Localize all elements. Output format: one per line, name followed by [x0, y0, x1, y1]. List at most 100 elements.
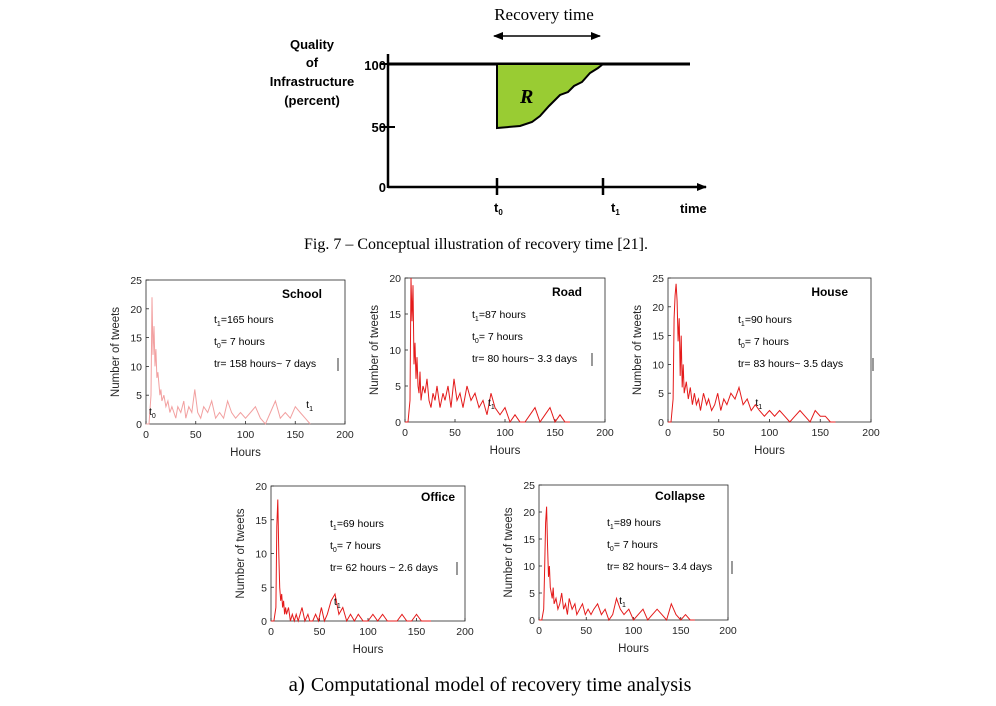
t1-marker: t1 [306, 399, 313, 413]
x-tick-label: 0 [665, 427, 671, 439]
y-tick-label: 25 [130, 275, 142, 287]
y-tick-label: 0 [395, 417, 401, 429]
y-tick-label: 5 [658, 388, 664, 400]
ylabel-line-1: Quality [290, 37, 335, 52]
quality-ylabel: Quality of Infrastructure (percent) [270, 37, 355, 108]
x-tick-label: 150 [286, 429, 304, 441]
tweet-series-line [668, 283, 836, 423]
y-axis-label: Number of tweets [632, 305, 644, 395]
chart-title: School [282, 287, 322, 301]
chart-house: 0 50 100 150 200 0 5 10 15 20 25 Hours Number of twe… [632, 273, 880, 457]
y-tick-label: 10 [652, 359, 664, 371]
y-axis-label: Number of tweets [369, 305, 381, 395]
y-tick-label: 15 [389, 309, 401, 321]
recovery-time-title: Recovery time [494, 5, 594, 24]
x-tick-label: 0 [402, 427, 408, 439]
t1-marker: t1 [334, 596, 341, 610]
x-tick-label: 50 [190, 429, 202, 441]
y-tick-label: 5 [395, 381, 401, 393]
y-axis-label: Number of tweets [235, 508, 247, 598]
y-tick-label: 10 [389, 345, 401, 357]
x-tick-label: 150 [546, 427, 564, 439]
y-tick-label: 5 [529, 588, 535, 600]
annotation-2: t0= 7 hours [330, 540, 381, 554]
y-tick-label: 10 [255, 549, 267, 561]
x-tick-label: 200 [456, 626, 474, 638]
x-tick-label: 50 [580, 625, 592, 637]
y-tick-label: 20 [652, 302, 664, 314]
y-tick-label: 0 [529, 615, 535, 627]
t0-label: t0 [494, 200, 503, 217]
y-tick-label: 25 [523, 480, 535, 492]
x-tick-label: 0 [536, 625, 542, 637]
tweet-series-line [146, 297, 311, 425]
chart-title: Office [421, 490, 455, 504]
annotation-3: tr= 62 hours ~ 2.6 days [330, 562, 438, 574]
annotation-1: t1=165 hours [214, 314, 274, 328]
y-tick-label: 10 [130, 361, 142, 373]
annotation-2: t0= 7 hours [738, 336, 789, 350]
y-tick-label: 20 [389, 273, 401, 285]
x-axis-label: Hours [490, 445, 521, 457]
x-tick-label: 150 [672, 625, 690, 637]
x-axis-label: Hours [618, 643, 649, 655]
t1-marker: t1 [488, 397, 495, 411]
annotation-3: tr= 158 hours~ 7 days [214, 358, 316, 370]
tick-label-50: 50 [372, 120, 386, 135]
chart-road: 0 50 100 150 200 0 5 10 15 20 Hours Number of tweet… [369, 273, 614, 457]
annotation-1: t1=90 hours [738, 314, 792, 328]
y-tick-label: 5 [136, 390, 142, 402]
annotation-1: t1=69 hours [330, 518, 384, 532]
t1-marker: t1 [619, 595, 626, 609]
bottom-caption: a) Computational model of recovery time a… [289, 672, 692, 696]
y-tick-label: 25 [652, 273, 664, 285]
tweet-series-line [271, 499, 431, 623]
x-tick-label: 100 [496, 427, 514, 439]
plot-frame [270, 485, 466, 622]
concept-diagram: Recovery time Quality of Infrastructure … [270, 5, 707, 253]
x-tick-label: 50 [449, 427, 461, 439]
x-tick-label: 100 [237, 429, 255, 441]
x-tick-label: 200 [862, 427, 880, 439]
x-tick-label: 50 [314, 626, 326, 638]
chart-title: Collapse [655, 489, 705, 503]
tweet-series-line [405, 277, 570, 424]
y-tick-label: 15 [523, 534, 535, 546]
y-tick-label: 20 [130, 304, 142, 316]
annotation-2: t0= 7 hours [214, 336, 265, 350]
y-tick-label: 15 [652, 331, 664, 343]
annotation-3: tr= 82 hours~ 3.4 days [607, 561, 712, 573]
x-axis-label: Hours [353, 644, 384, 656]
y-tick-label: 0 [658, 417, 664, 429]
annotation-2: t0= 7 hours [472, 331, 523, 345]
x-tick-label: 150 [811, 427, 829, 439]
tick-label-100: 100 [364, 58, 386, 73]
ylabel-line-4: (percent) [284, 93, 340, 108]
y-tick-label: 20 [523, 507, 535, 519]
y-tick-label: 15 [255, 515, 267, 527]
plot-frame [538, 484, 729, 621]
concept-caption: Fig. 7 – Conceptual illustration of reco… [304, 236, 648, 253]
region-label-r: R [519, 86, 533, 108]
ylabel-line-2: of [306, 55, 319, 70]
chart-title: Road [552, 285, 582, 299]
chart-collapse: 0 50 100 150 200 0 5 10 15 20 25 Hours Number of twe… [503, 480, 737, 655]
x-axis-label: Hours [754, 445, 785, 457]
y-tick-label: 0 [261, 616, 267, 628]
tweet-series-line [539, 506, 695, 622]
annotation-3: tr= 80 hours~ 3.3 days [472, 353, 577, 365]
x-tick-label: 50 [713, 427, 725, 439]
y-tick-label: 5 [261, 582, 267, 594]
annotation-1: t1=87 hours [472, 309, 526, 323]
x-tick-label: 0 [268, 626, 274, 638]
y-tick-label: 10 [523, 561, 535, 573]
y-tick-label: 0 [136, 419, 142, 431]
x-tick-label: 200 [719, 625, 737, 637]
x-tick-label: 150 [408, 626, 426, 638]
x-tick-label: 200 [596, 427, 614, 439]
tick-label-0: 0 [379, 180, 386, 195]
y-axis-label: Number of tweets [110, 307, 122, 397]
resilience-loss-area [496, 63, 606, 130]
y-axis-label: Number of tweets [503, 507, 515, 597]
chart-office: 0 50 100 150 200 0 5 10 15 20 Hours Number of tweet… [235, 481, 474, 656]
